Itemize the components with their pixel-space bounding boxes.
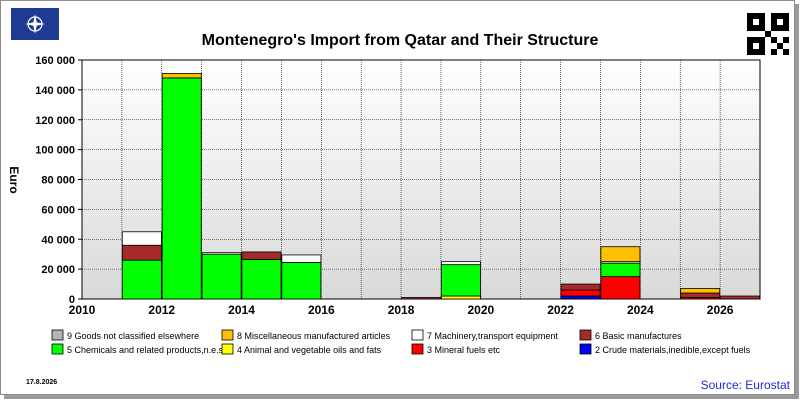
- legend-swatch: [579, 329, 592, 341]
- bar-segment: [680, 288, 721, 294]
- legend-swatch: [411, 343, 424, 355]
- legend-label: 5 Chemicals and related products,n.e.s.: [67, 345, 226, 355]
- bar-segment: [600, 246, 641, 263]
- x-tick-label: 2026: [707, 303, 734, 317]
- legend-label: 2 Crude materials,inedible,except fuels: [595, 345, 751, 355]
- date-stamp: 17.8.2026: [26, 379, 58, 386]
- legend-swatch: [221, 329, 234, 341]
- y-tick-label: 0: [69, 294, 75, 306]
- x-tick-label: 2012: [148, 303, 175, 317]
- bar-segment: [201, 253, 242, 300]
- bar-segment: [440, 264, 481, 297]
- x-tick-label: 2016: [308, 303, 335, 317]
- bar-segment: [121, 259, 162, 300]
- x-tick-label: 2010: [69, 303, 96, 317]
- y-tick-label: 100 000: [35, 145, 75, 157]
- bar-segment: [161, 73, 202, 79]
- y-tick-label: 60 000: [41, 204, 75, 216]
- legend-label: 4 Animal and vegetable oils and fats: [237, 345, 382, 355]
- x-tick-label: 2020: [467, 303, 494, 317]
- qr-code-icon: [747, 13, 789, 55]
- bar-segment: [281, 262, 322, 300]
- legend-label: 9 Goods not classified elsewhere: [67, 331, 199, 341]
- legend-swatch: [579, 343, 592, 355]
- y-tick-label: 160 000: [35, 55, 75, 67]
- star-icon: [25, 14, 45, 34]
- legend-swatch: [51, 343, 64, 355]
- chart-title: Montenegro's Import from Qatar and Their…: [201, 32, 599, 49]
- legend-swatch: [221, 343, 234, 355]
- bar-segment: [440, 261, 481, 266]
- source-link[interactable]: Source: Eurostat: [700, 378, 790, 392]
- y-tick-label: 80 000: [41, 175, 75, 187]
- bar-segment: [161, 77, 202, 300]
- y-axis-label: Euro: [7, 166, 21, 193]
- bar-segment: [560, 283, 601, 291]
- bar-segment: [560, 289, 601, 297]
- bar-segment: [440, 295, 481, 300]
- bar-segment: [121, 244, 162, 261]
- bar-segment: [241, 259, 282, 300]
- bar-segment: [241, 251, 282, 260]
- y-tick-label: 20 000: [41, 264, 75, 276]
- legend-label: 7 Machinery,transport equipment: [427, 331, 558, 341]
- bar-segment: [281, 254, 322, 263]
- flag-logo: [11, 8, 59, 40]
- y-tick-label: 140 000: [35, 85, 75, 97]
- bar-segment: [401, 297, 441, 300]
- y-tick-label: 120 000: [35, 115, 75, 127]
- legend-swatch: [411, 329, 424, 341]
- y-tick-label: 40 000: [41, 234, 75, 246]
- legend-label: 8 Miscellaneous manufactured articles: [237, 331, 391, 341]
- x-tick-label: 2014: [228, 303, 255, 317]
- bar-segment: [600, 276, 641, 300]
- bar-segment: [680, 292, 721, 298]
- x-tick-label: 2022: [547, 303, 574, 317]
- x-tick-label: 2018: [388, 303, 415, 317]
- legend-swatch: [51, 329, 64, 341]
- legend-label: 6 Basic manufactures: [595, 331, 682, 341]
- legend-label: 3 Mineral fuels etc: [427, 345, 501, 355]
- x-tick-label: 2024: [627, 303, 654, 317]
- bar-segment: [560, 295, 601, 300]
- bar-segment: [201, 252, 242, 255]
- bar-segment: [600, 262, 641, 277]
- bar-segment: [121, 231, 162, 246]
- bar-segment: [720, 295, 761, 300]
